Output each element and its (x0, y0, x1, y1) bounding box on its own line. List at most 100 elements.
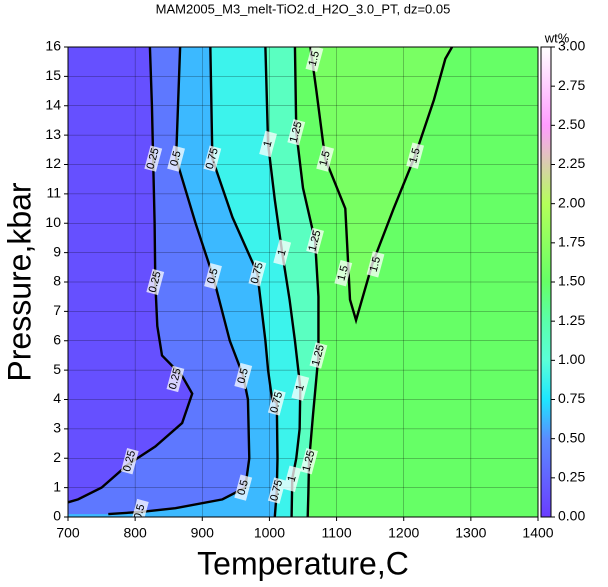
contour-label: 0.75 (268, 391, 285, 415)
contour-fill (68, 47, 193, 503)
contour-label: 1.25 (300, 449, 317, 473)
y-tick-label: 11 (46, 185, 61, 201)
contour-line (264, 47, 302, 517)
contour-label-group: 1 (291, 374, 310, 401)
y-tick-label: 0 (53, 508, 61, 524)
x-tick-label: 1000 (254, 525, 285, 541)
y-tick-label: 5 (53, 361, 61, 377)
contour-label-bg (267, 389, 286, 416)
y-tick-label: 8 (53, 273, 61, 289)
y-tick-label: 6 (53, 331, 61, 347)
contour-label-bg (267, 477, 286, 504)
y-tick-label: 7 (53, 302, 61, 318)
contour-label: 1 (286, 474, 299, 483)
contour-label: 1.25 (288, 120, 305, 144)
colorbar-tick-label: 1.00 (558, 351, 585, 367)
contour-label: 0.5 (235, 367, 251, 385)
contour-label-bg (273, 239, 292, 266)
contour-label-group: 1.5 (305, 47, 324, 72)
contour-label: 0.75 (268, 479, 285, 503)
contour-label-bg (306, 227, 324, 255)
contour-label-bg (316, 145, 335, 172)
y-axis-label: Pressure,kbar (1, 182, 37, 382)
x-tick-label: 1100 (322, 525, 352, 541)
colorbar-tick-label: 2.50 (558, 116, 585, 132)
x-tick-label: 1300 (455, 525, 486, 541)
contour-label-bg (287, 119, 306, 146)
contour-label-bg (291, 374, 310, 401)
contour-label: 1 (294, 383, 307, 392)
colorbar-tick-label: 0.50 (558, 429, 585, 445)
y-tick-label: 9 (53, 243, 61, 259)
contour-label: 0.75 (204, 147, 221, 171)
contour-label-group: 0.75 (248, 260, 267, 287)
contour-label: 0.5 (205, 267, 221, 285)
chart-title: MAM2005_M3_melt-TiO2.d_H2O_3.0_PT, dz=0.… (156, 1, 451, 16)
contour-label-group: 0.5 (234, 474, 253, 501)
contour-label: 1.5 (317, 150, 333, 168)
colorbar-tick-label: 2.00 (558, 194, 585, 210)
contour-label-bg (300, 448, 318, 475)
contour-line (108, 47, 251, 516)
contour-line (209, 47, 279, 517)
colorbar-tick-label: 0.25 (558, 469, 585, 485)
colorbar-tick-label: 0.75 (558, 390, 585, 406)
contour-label: 0.25 (121, 449, 138, 473)
y-tick-label: 15 (45, 67, 61, 83)
y-tick-label: 3 (53, 420, 61, 436)
contour-label: 0.5 (168, 150, 184, 168)
contour-label: 0.5 (235, 479, 251, 497)
contour-label-bg (305, 47, 324, 72)
contour-label-group: 0.5 (130, 498, 149, 521)
contour-label: 0.25 (167, 367, 184, 391)
x-axis-label: Temperature,C (197, 545, 409, 581)
colorbar-tick-label: 2.75 (558, 77, 585, 93)
contour-label-bg (334, 260, 353, 287)
contour-label: 1.25 (310, 344, 327, 368)
contour-label-group: 1.25 (309, 342, 328, 369)
y-tick-label: 4 (53, 390, 61, 406)
contour-label-group: 1 (259, 130, 277, 158)
contour-label-group: 1.5 (334, 260, 353, 287)
contour-label-group: 1.25 (300, 448, 318, 475)
y-tick-label: 10 (45, 214, 61, 230)
contour-label-group: 1.5 (366, 251, 385, 278)
colorbar (540, 46, 552, 518)
y-tick-label: 13 (45, 126, 61, 142)
y-tick-label: 2 (53, 449, 61, 465)
contour-label: 0.75 (249, 261, 266, 285)
contour-label-group: 1 (283, 465, 302, 492)
contour-line (293, 47, 320, 517)
plot-area: 1.51.51.5 1.51.51.251.251.251.2511110.750… (68, 47, 538, 521)
contour-label: 1.5 (407, 147, 423, 165)
contour-label-bg (309, 342, 328, 369)
contour-label-group: 0.75 (267, 477, 286, 504)
contour-label: 0.5 (132, 503, 148, 521)
colorbar-tick-label: 3.00 (558, 38, 585, 54)
contour-label-group: 0.75 (267, 389, 286, 416)
contour-label-group: 1.5 (316, 145, 335, 172)
contour-label: 1.5 (307, 50, 323, 68)
colorbar-tick-label: 1.25 (558, 312, 585, 328)
contour-label: 0.25 (145, 147, 162, 171)
colorbar-tick-label: 1.50 (558, 273, 585, 289)
contour-label-bg (366, 251, 385, 278)
y-tick-label: 14 (45, 96, 61, 112)
y-tick-label: 12 (45, 155, 61, 171)
contour-label: 1.25 (306, 229, 323, 253)
x-tick-label: 900 (191, 525, 215, 541)
contour-fill (310, 47, 453, 321)
contour-label: 0.25 (147, 270, 164, 294)
contour-label-bg (283, 465, 302, 492)
colorbar-tick-label: 1.75 (558, 234, 585, 250)
contour-label-group: 0.75 (203, 145, 222, 172)
colorbar-tick-label: 2.25 (558, 155, 585, 171)
y-tick-label: 1 (53, 478, 61, 494)
contour-label: 1 (276, 248, 289, 257)
y-tick-label: 16 (45, 38, 61, 54)
contour-label: 1.5 (368, 255, 384, 273)
contour-label-group: 1.5 (406, 142, 425, 169)
colorbar-tick-label: 0.00 (558, 508, 585, 524)
x-tick-label: 700 (56, 525, 80, 541)
